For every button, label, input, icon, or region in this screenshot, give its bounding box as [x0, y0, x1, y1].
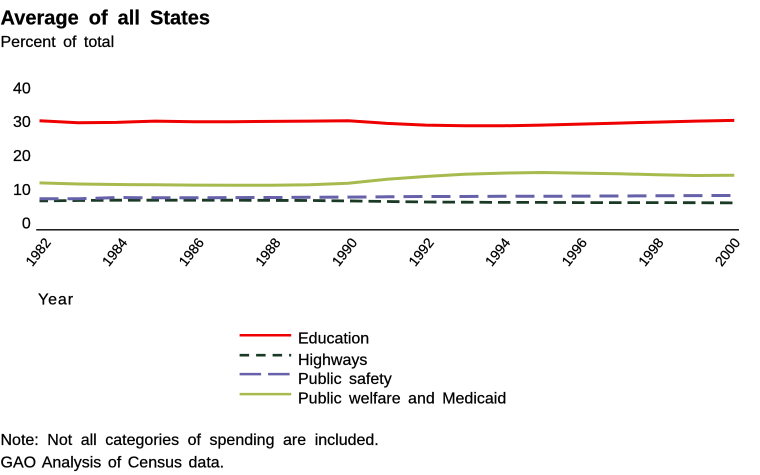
svg-text:1998: 1998 — [635, 235, 667, 270]
svg-text:1988: 1988 — [252, 235, 284, 270]
svg-text:1996: 1996 — [558, 235, 590, 270]
svg-text:10: 10 — [13, 182, 31, 199]
svg-text:30: 30 — [13, 114, 31, 131]
svg-text:Average of all States: Average of all States — [1, 8, 211, 30]
svg-text:Public safety: Public safety — [298, 371, 392, 388]
svg-text:1992: 1992 — [405, 235, 437, 270]
svg-text:Percent of total: Percent of total — [1, 34, 115, 51]
svg-text:1994: 1994 — [482, 235, 514, 270]
svg-text:Highways: Highways — [298, 352, 367, 369]
svg-text:40: 40 — [13, 80, 31, 97]
svg-text:Public welfare and Medicaid: Public welfare and Medicaid — [298, 391, 506, 408]
svg-text:1984: 1984 — [99, 235, 131, 270]
svg-text:1986: 1986 — [175, 235, 207, 270]
svg-text:0: 0 — [22, 216, 31, 233]
svg-text:Education: Education — [298, 331, 369, 348]
svg-text:Note: Not all categories of sp: Note: Not all categories of spending are… — [1, 432, 379, 449]
svg-text:Year: Year — [38, 291, 74, 308]
svg-text:1982: 1982 — [22, 235, 54, 270]
svg-text:2000: 2000 — [711, 235, 743, 270]
svg-text:20: 20 — [13, 148, 31, 165]
svg-text:GAO Analysis of Census data.: GAO Analysis of Census data. — [1, 455, 225, 472]
svg-text:1990: 1990 — [328, 235, 360, 270]
